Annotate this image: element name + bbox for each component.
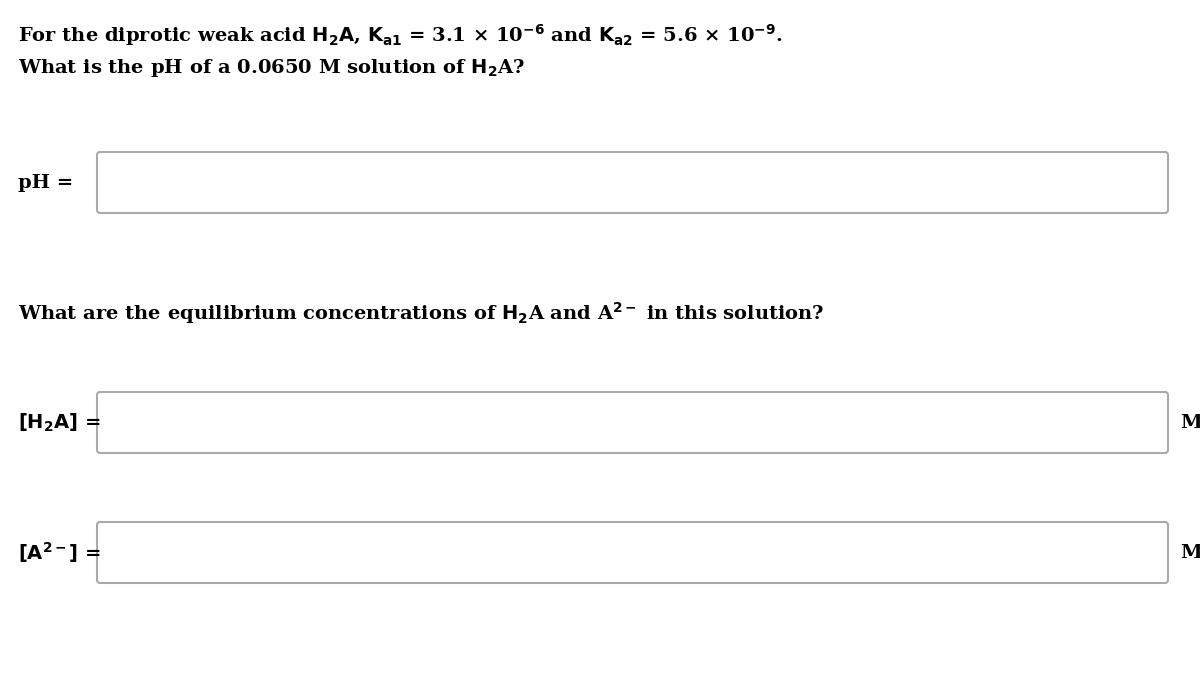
Text: What is the pH of a 0.0650 M solution of $\mathbf{H_2}$A?: What is the pH of a 0.0650 M solution of… — [18, 57, 524, 79]
Text: What are the equilibrium concentrations of $\mathbf{H_2}$A and A$^{\mathbf{2-}}$: What are the equilibrium concentrations … — [18, 300, 824, 326]
FancyBboxPatch shape — [97, 152, 1168, 213]
Text: pH =: pH = — [18, 173, 73, 192]
Text: For the diprotic weak acid $\mathbf{H_2A}$, $\mathbf{K_{a1}}$ = 3.1 × 10$^{\math: For the diprotic weak acid $\mathbf{H_2A… — [18, 22, 782, 48]
Text: $\mathbf{[H_2A]}$ =: $\mathbf{[H_2A]}$ = — [18, 411, 101, 433]
FancyBboxPatch shape — [97, 392, 1168, 453]
Text: $\mathbf{[A^{2-}]}$ =: $\mathbf{[A^{2-}]}$ = — [18, 540, 101, 565]
Text: M: M — [1180, 414, 1200, 431]
FancyBboxPatch shape — [97, 522, 1168, 583]
Text: M: M — [1180, 544, 1200, 561]
